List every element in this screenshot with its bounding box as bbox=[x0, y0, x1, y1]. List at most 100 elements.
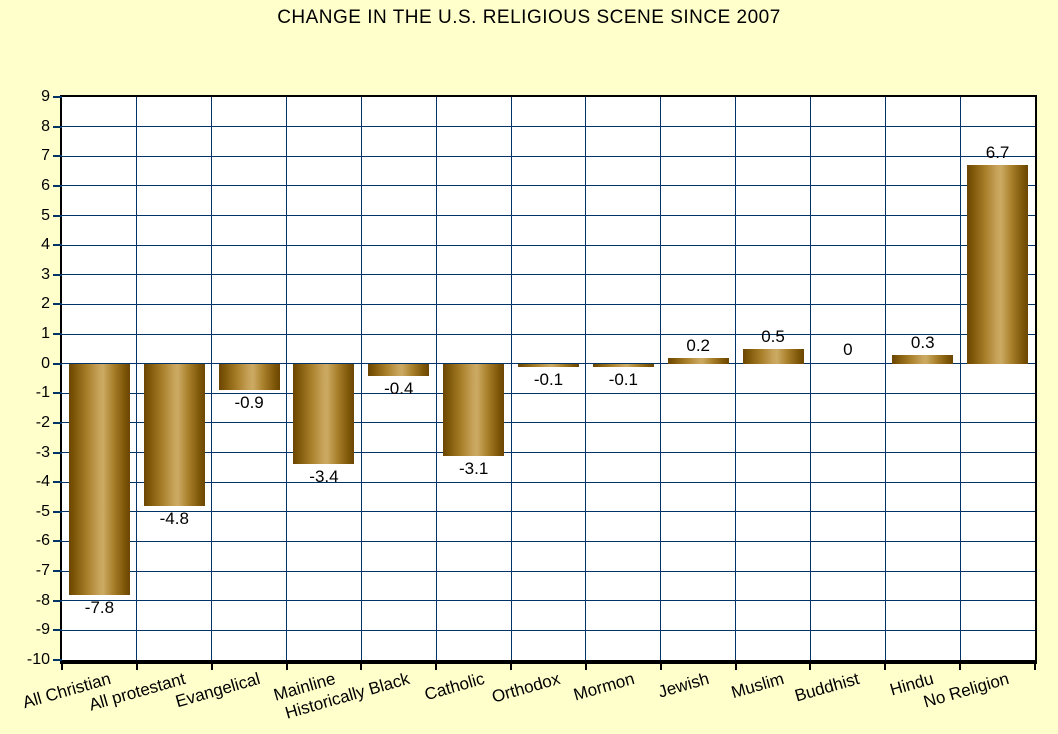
y-axis-tick-label: -3 bbox=[35, 443, 50, 461]
x-axis-tick bbox=[435, 664, 438, 670]
bar-value-label: 0 bbox=[843, 339, 853, 359]
gridline-v bbox=[735, 97, 737, 660]
y-axis-tick-label: -1 bbox=[35, 384, 50, 402]
gridline-v bbox=[211, 97, 213, 660]
bar-value-label: -4.8 bbox=[159, 508, 189, 528]
gridline-v bbox=[360, 97, 362, 660]
gridline-h bbox=[62, 155, 1035, 157]
x-axis-label: Jewish bbox=[656, 669, 712, 702]
y-axis-tick bbox=[53, 629, 62, 632]
bar bbox=[368, 363, 430, 376]
x-axis-tick bbox=[959, 664, 962, 670]
bar-value-label: 6.7 bbox=[985, 143, 1010, 163]
y-axis-tick bbox=[53, 421, 62, 424]
bar-value-label: -3.4 bbox=[309, 467, 339, 487]
y-axis-tick-label: 1 bbox=[41, 325, 50, 343]
gridline-h bbox=[62, 600, 1035, 602]
y-axis-tick-label: 9 bbox=[41, 88, 50, 105]
gridline-v bbox=[585, 97, 587, 660]
y-axis-tick-label: 5 bbox=[41, 206, 50, 224]
bar-value-label: 0.5 bbox=[761, 326, 785, 346]
gridline-h bbox=[62, 452, 1035, 454]
x-axis-label: Orthodox bbox=[489, 669, 562, 707]
y-axis-tick bbox=[53, 303, 62, 306]
x-axis-tick bbox=[659, 664, 662, 670]
gridline-h bbox=[62, 422, 1035, 424]
y-axis-tick bbox=[53, 570, 62, 573]
plot-area: -7.8 -4.8 -0.9 -3.4 -0.4 -3.1 -0.1 -0.1 0.2 0.5 0 0… bbox=[60, 95, 1037, 664]
bar bbox=[218, 363, 280, 391]
chart-title: CHANGE IN THE U.S. RELIGIOUS SCENE SINCE… bbox=[277, 7, 781, 28]
x-axis-label: Buddhist bbox=[792, 669, 862, 706]
y-axis-tick bbox=[53, 125, 62, 128]
y-axis-tick-label: 4 bbox=[41, 236, 50, 254]
bar bbox=[667, 357, 729, 364]
y-axis-tick bbox=[53, 214, 62, 217]
x-axis-tick bbox=[285, 664, 288, 670]
x-axis-tick bbox=[734, 664, 737, 670]
x-axis-label: Evangelical bbox=[173, 669, 263, 712]
gridline-v bbox=[660, 97, 662, 660]
y-axis-tick-label: -5 bbox=[35, 502, 50, 520]
x-axis-label: Muslim bbox=[729, 669, 787, 703]
y-axis-tick bbox=[53, 659, 62, 661]
y-axis-tick bbox=[53, 392, 62, 395]
y-axis-tick-label: 0 bbox=[41, 354, 50, 372]
gridline-h bbox=[62, 629, 1035, 631]
gridline-h bbox=[62, 185, 1035, 187]
bar-value-label: -0.1 bbox=[608, 369, 638, 389]
gridline-h bbox=[62, 333, 1035, 335]
y-axis-tick bbox=[53, 451, 62, 454]
bar-value-label: 0.2 bbox=[686, 335, 710, 355]
x-axis-label: No Religion bbox=[921, 669, 1011, 712]
bar bbox=[143, 363, 205, 506]
bar bbox=[68, 363, 130, 595]
y-axis-tick bbox=[53, 244, 62, 247]
gridline-h bbox=[62, 126, 1035, 128]
x-axis-label: Mormon bbox=[571, 669, 637, 705]
gridline-h bbox=[62, 511, 1035, 513]
y-axis-tick bbox=[53, 481, 62, 484]
y-axis-tick bbox=[53, 362, 62, 365]
y-axis-tick-label: -6 bbox=[35, 532, 50, 550]
bar bbox=[293, 363, 355, 465]
y-axis-tick-label: -9 bbox=[35, 621, 50, 639]
bar bbox=[967, 165, 1029, 364]
y-axis-tick bbox=[53, 510, 62, 513]
gridline-v bbox=[435, 97, 437, 660]
bar bbox=[742, 348, 804, 364]
y-axis-tick-label: 7 bbox=[41, 147, 50, 165]
y-axis-tick-label: -10 bbox=[26, 651, 50, 668]
bar-value-label: 0.3 bbox=[910, 332, 935, 352]
bar-value-label: -7.8 bbox=[84, 597, 115, 617]
bar bbox=[443, 363, 505, 456]
y-axis-tick-label: 8 bbox=[41, 117, 50, 135]
bar bbox=[892, 354, 954, 364]
bar bbox=[518, 363, 579, 367]
bar-value-label: -0.1 bbox=[533, 369, 564, 389]
gridline-h bbox=[62, 215, 1035, 217]
y-axis-tick bbox=[53, 96, 62, 98]
gridline-v bbox=[510, 97, 512, 660]
x-axis-tick bbox=[584, 664, 587, 670]
gridline-v bbox=[884, 97, 886, 660]
gridline-h bbox=[62, 303, 1035, 305]
y-axis-tick-label: -8 bbox=[35, 591, 50, 609]
gridline-h bbox=[62, 274, 1035, 276]
y-axis-tick bbox=[53, 155, 62, 158]
x-axis-tick bbox=[61, 664, 63, 670]
y-axis-tick bbox=[53, 599, 62, 602]
bar bbox=[592, 363, 654, 367]
x-axis-label: Catholic bbox=[422, 669, 487, 705]
gridline-h bbox=[62, 244, 1035, 246]
y-axis-tick bbox=[53, 540, 62, 543]
gridline-h bbox=[62, 570, 1035, 572]
bar-value-label: -0.4 bbox=[384, 378, 414, 398]
x-axis-tick bbox=[210, 664, 213, 670]
gridline-v bbox=[959, 97, 961, 660]
gridline-v bbox=[809, 97, 811, 660]
gridline-v bbox=[136, 97, 138, 660]
gridline-v bbox=[286, 97, 288, 660]
y-axis-tick-label: 2 bbox=[41, 295, 50, 313]
